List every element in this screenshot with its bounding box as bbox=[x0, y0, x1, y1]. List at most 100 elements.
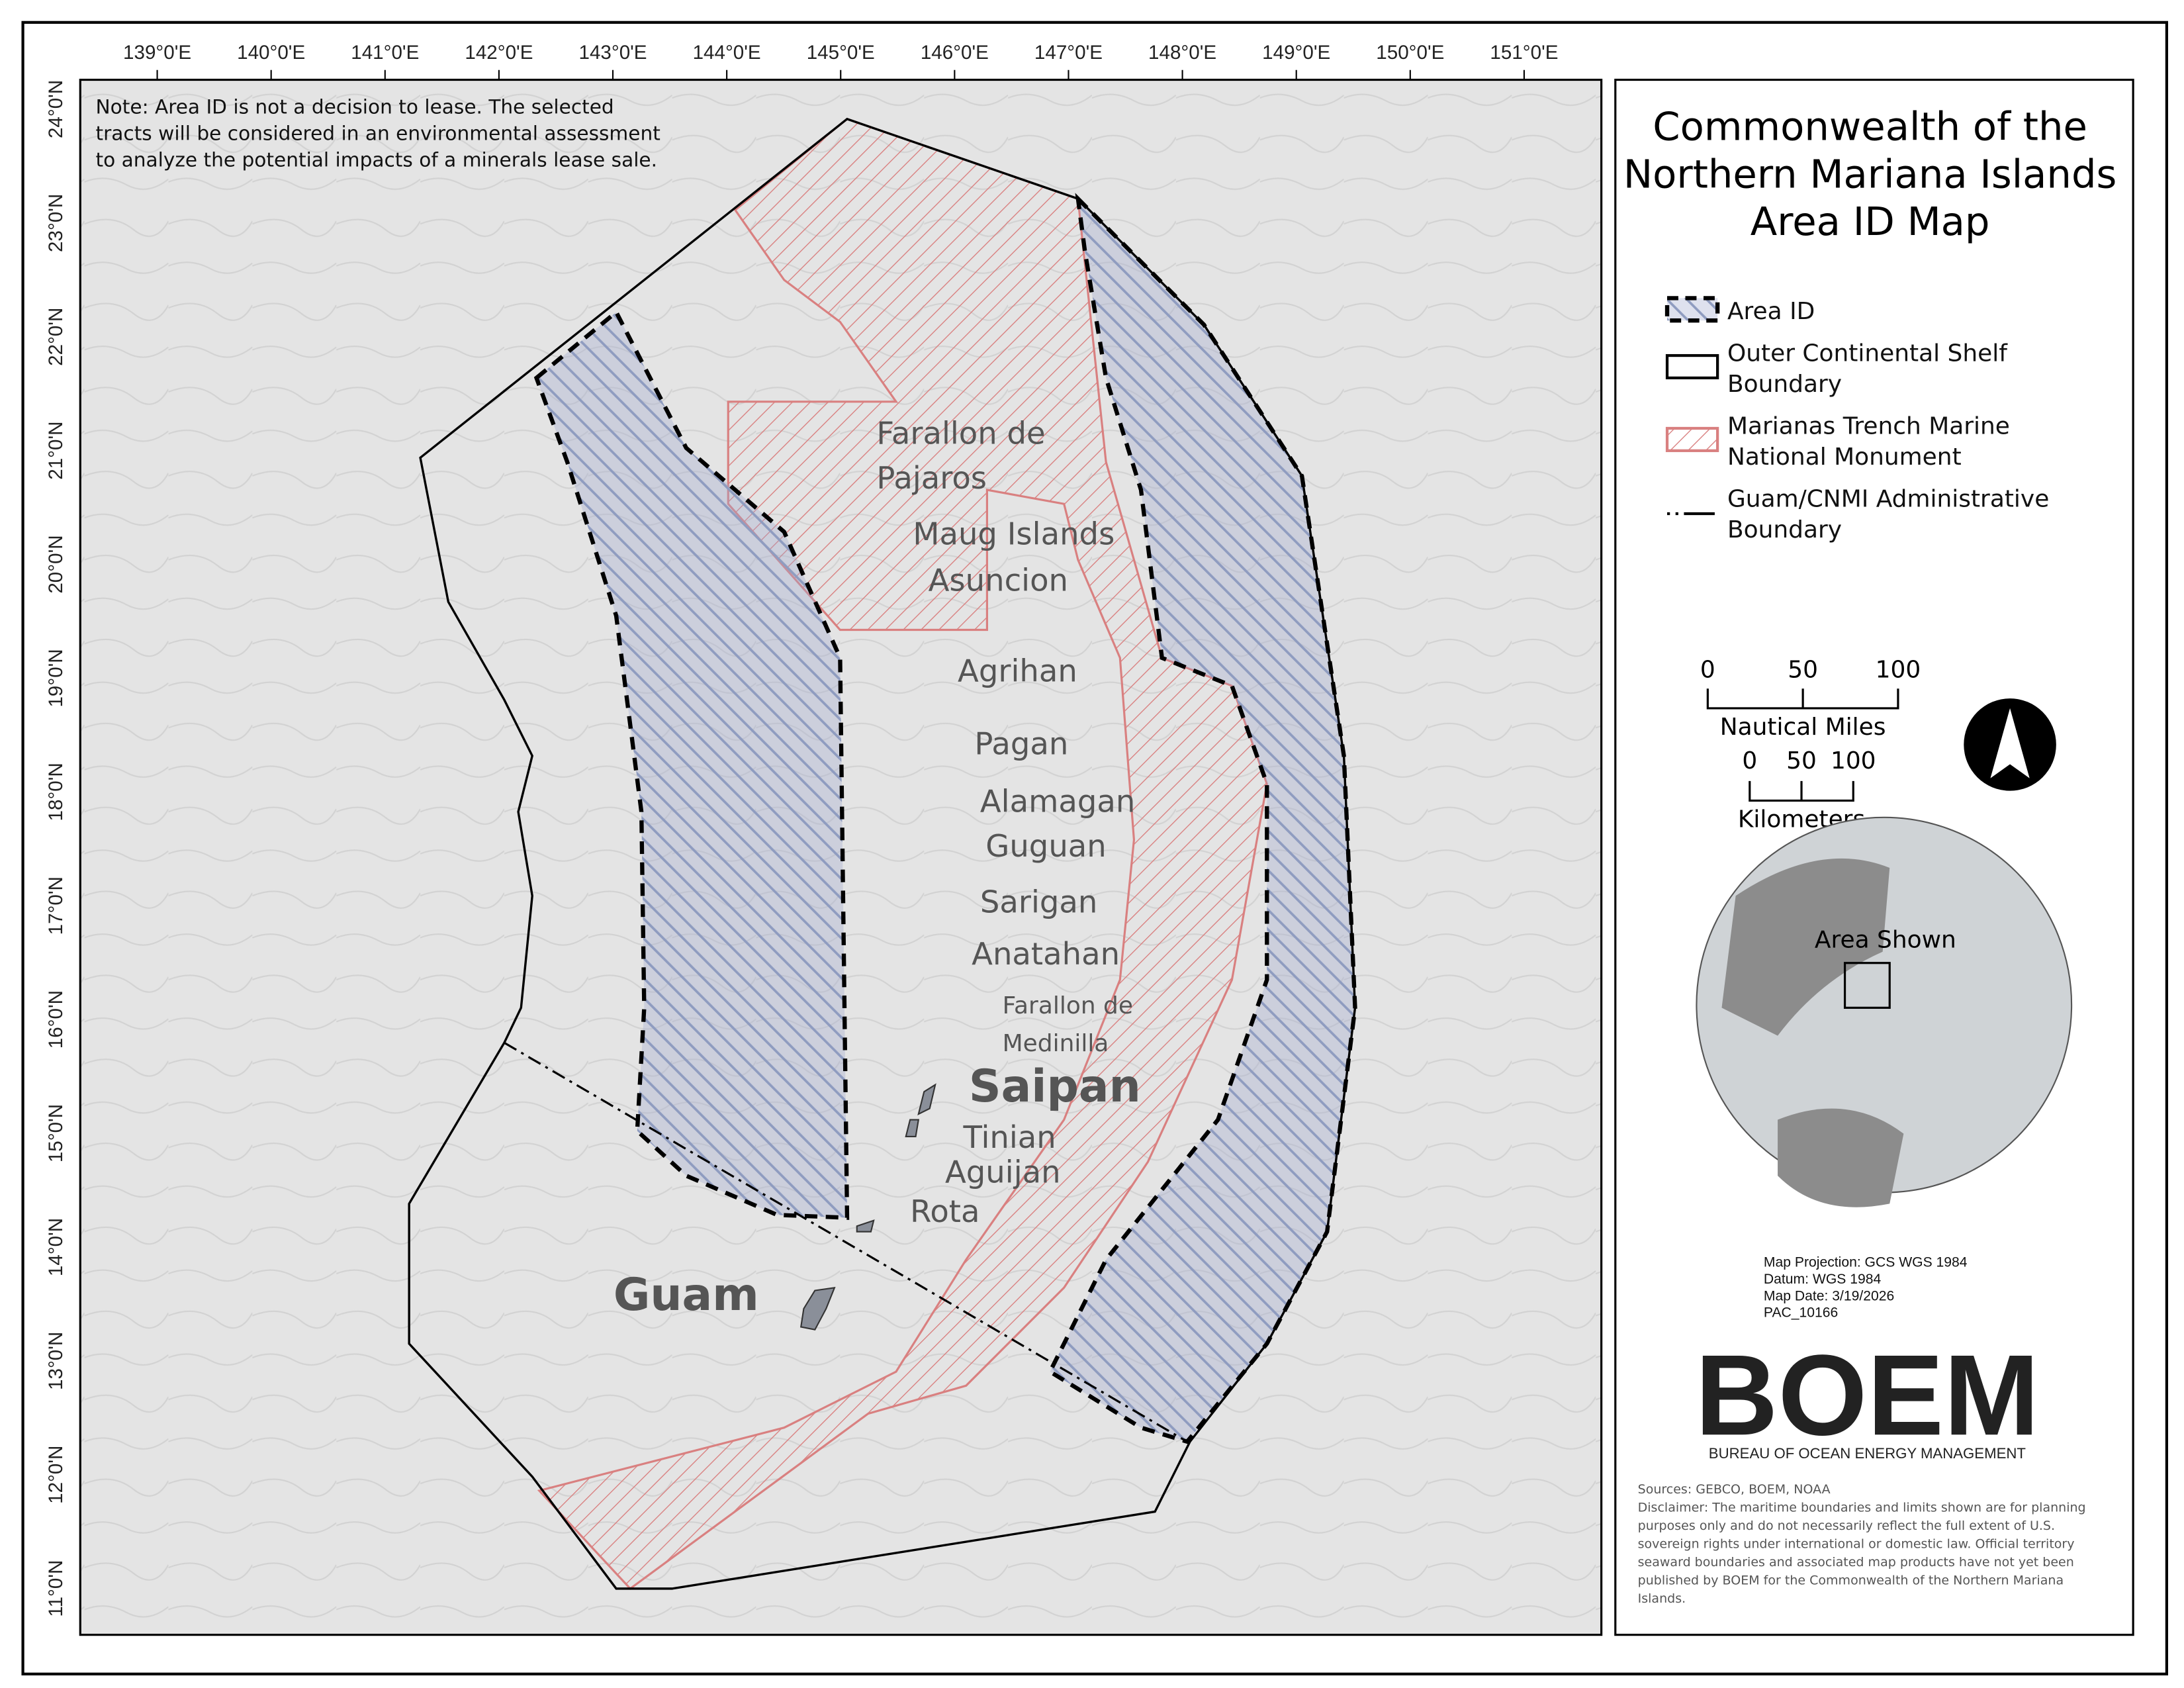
svg-text:BUREAU OF OCEAN ENERGY MANAGEM: BUREAU OF OCEAN ENERGY MANAGEMENT bbox=[1709, 1445, 2026, 1462]
latitude-tick: 22°0'N bbox=[45, 308, 67, 366]
svg-text:Map Projection: GCS WGS 1984: Map Projection: GCS WGS 1984 bbox=[1764, 1255, 1968, 1270]
svg-text:100: 100 bbox=[1831, 747, 1876, 774]
map-panel[interactable]: Note: Area ID is not a decision to lease… bbox=[79, 78, 1603, 1636]
svg-text:100: 100 bbox=[1876, 656, 1921, 683]
longitude-ticks: 139°0'E 140°0'E 141°0'E 142°0'E 143°0'E 144°0… bbox=[123, 42, 1558, 80]
legend-admin-2: Boundary bbox=[1727, 516, 1842, 543]
tinian-island bbox=[905, 1119, 920, 1137]
scale-bar: 0 50 100 Nautical Miles 0 50 100 Kilomet… bbox=[1700, 656, 1921, 833]
latitude-tick: 23°0'N bbox=[45, 194, 67, 252]
latitude-tick: 16°0'N bbox=[45, 990, 67, 1049]
label-agrihan: Agrihan bbox=[958, 653, 1077, 689]
legend-monument-1: Marianas Trench Marine bbox=[1727, 412, 2010, 440]
area-id-west[interactable] bbox=[533, 308, 850, 1220]
label-farallon-de-pajaros-2: Pajaros bbox=[876, 460, 987, 496]
area-shown-box bbox=[1843, 962, 1891, 1009]
svg-text:Map Date: 3/19/2026: Map Date: 3/19/2026 bbox=[1764, 1288, 1894, 1303]
longitude-tick: 140°0'E bbox=[237, 42, 305, 64]
latitude-tick: 13°0'N bbox=[45, 1332, 67, 1390]
label-guam: Guam bbox=[614, 1268, 759, 1321]
label-anatahan: Anatahan bbox=[972, 936, 1120, 972]
label-aguijan: Aguijan bbox=[945, 1154, 1061, 1190]
svg-text:0: 0 bbox=[1700, 656, 1715, 683]
label-tinian: Tinian bbox=[962, 1119, 1056, 1155]
longitude-tick: 139°0'E bbox=[123, 42, 191, 64]
label-farallon-de-medinilla-1: Farallon de bbox=[1003, 992, 1133, 1019]
legend-area-id: Area ID bbox=[1727, 298, 1815, 325]
island-labels: Farallon de Pajaros Maug Islands Asuncio… bbox=[614, 415, 1141, 1321]
label-saipan: Saipan bbox=[969, 1060, 1141, 1112]
legend-ocs-2: Boundary bbox=[1727, 371, 1842, 398]
page-border bbox=[21, 21, 2168, 1675]
label-asuncion: Asuncion bbox=[929, 562, 1068, 598]
svg-text:Area ID Map: Area ID Map bbox=[1751, 199, 1990, 244]
svg-text:Disclaimer: The maritime bound: Disclaimer: The maritime boundaries and … bbox=[1638, 1501, 2086, 1515]
legend-ocs-1: Outer Continental Shelf bbox=[1727, 340, 2008, 367]
longitude-tick: 146°0'E bbox=[921, 42, 989, 64]
latitude-tick: 20°0'N bbox=[45, 535, 67, 593]
label-alamagan: Alamagan bbox=[980, 783, 1136, 819]
svg-text:50: 50 bbox=[1786, 747, 1817, 774]
svg-text:Datum: WGS 1984: Datum: WGS 1984 bbox=[1764, 1272, 1882, 1287]
legend-monument-swatch bbox=[1665, 426, 1719, 452]
label-farallon-de-pajaros-1: Farallon de bbox=[876, 415, 1045, 451]
label-farallon-de-medinilla-2: Medinilla bbox=[1003, 1030, 1109, 1057]
longitude-tick: 147°0'E bbox=[1034, 42, 1103, 64]
label-rota: Rota bbox=[910, 1194, 979, 1229]
latitude-tick: 14°0'N bbox=[45, 1218, 67, 1276]
latitude-tick: 19°0'N bbox=[45, 649, 67, 707]
longitude-tick: 141°0'E bbox=[351, 42, 419, 64]
svg-text:0: 0 bbox=[1742, 747, 1757, 774]
legend-admin-1: Guam/CNMI Administrative bbox=[1727, 485, 2049, 512]
longitude-tick: 151°0'E bbox=[1490, 42, 1558, 64]
svg-text:seaward boundaries and associa: seaward boundaries and associated map pr… bbox=[1638, 1555, 2074, 1570]
latitude-tick: 15°0'N bbox=[45, 1104, 67, 1162]
legend-monument-2: National Monument bbox=[1727, 444, 1962, 471]
map-info: Map Projection: GCS WGS 1984 Datum: WGS … bbox=[1764, 1255, 1968, 1321]
longitude-tick: 143°0'E bbox=[578, 42, 647, 64]
svg-text:sovereign rights under interna: sovereign rights under international or … bbox=[1638, 1537, 2075, 1552]
boem-logo: BOEM BUREAU OF OCEAN ENERGY MANAGEMENT bbox=[1695, 1331, 2039, 1462]
svg-text:Sources: GEBCO, BOEM, NOAA: Sources: GEBCO, BOEM, NOAA bbox=[1638, 1482, 1831, 1497]
longitude-tick: 149°0'E bbox=[1262, 42, 1330, 64]
disclaimer: Sources: GEBCO, BOEM, NOAA Disclaimer: T… bbox=[1638, 1482, 2086, 1606]
latitude-tick: 11°0'N bbox=[45, 1560, 67, 1617]
longitude-tick: 144°0'E bbox=[693, 42, 761, 64]
latitude-tick: 18°0'N bbox=[45, 763, 67, 821]
latitude-ticks: 24°0'N 23°0'N 22°0'N 21°0'N 20°0'N 19°0'N 18°0… bbox=[45, 80, 67, 1617]
note-text: Note: Area ID is not a decision to lease… bbox=[96, 95, 667, 171]
longitude-tick: 142°0'E bbox=[465, 42, 533, 64]
svg-text:purposes only and do not neces: purposes only and do not necessarily ref… bbox=[1638, 1519, 2055, 1533]
label-maug: Maug Islands bbox=[913, 516, 1115, 552]
latitude-tick: 21°0'N bbox=[45, 422, 67, 480]
svg-text:BOEM: BOEM bbox=[1695, 1331, 2039, 1459]
saipan-island bbox=[917, 1083, 936, 1116]
svg-text:Northern Mariana Islands: Northern Mariana Islands bbox=[1623, 151, 2116, 197]
latitude-tick: 17°0'N bbox=[45, 876, 67, 935]
legend-panel: Commonwealth of the Northern Mariana Isl… bbox=[1614, 78, 2134, 1636]
latitude-tick: 12°0'N bbox=[45, 1446, 67, 1504]
svg-text:Nautical Miles: Nautical Miles bbox=[1720, 714, 1886, 741]
label-sarigan: Sarigan bbox=[980, 884, 1098, 920]
rota-island bbox=[856, 1219, 875, 1233]
svg-text:Commonwealth of the: Commonwealth of the bbox=[1653, 103, 2087, 149]
north-arrow-icon bbox=[1964, 698, 2056, 791]
legend-area-id-swatch bbox=[1664, 296, 1720, 323]
svg-text:50: 50 bbox=[1788, 656, 1818, 683]
svg-text:published by BOEM for the Comm: published by BOEM for the Commonwealth o… bbox=[1638, 1573, 2064, 1588]
longitude-tick: 148°0'E bbox=[1148, 42, 1216, 64]
legend-ocs-swatch bbox=[1665, 353, 1719, 380]
latitude-tick: 24°0'N bbox=[45, 80, 67, 138]
svg-text:PAC_10166: PAC_10166 bbox=[1764, 1305, 1838, 1321]
inset-label: Area Shown bbox=[1815, 926, 1956, 953]
map-title: Commonwealth of the Northern Mariana Isl… bbox=[1623, 103, 2116, 244]
inset-globe: Area Shown bbox=[1696, 816, 2073, 1207]
svg-text:Islands.: Islands. bbox=[1638, 1591, 1686, 1606]
outer-continental-shelf-boundary bbox=[408, 117, 1357, 1590]
label-pagan: Pagan bbox=[974, 726, 1068, 762]
guam-cnmi-admin-boundary bbox=[504, 1041, 1188, 1443]
longitude-tick: 150°0'E bbox=[1376, 42, 1444, 64]
longitude-tick: 145°0'E bbox=[807, 42, 875, 64]
guam-island bbox=[800, 1286, 836, 1331]
